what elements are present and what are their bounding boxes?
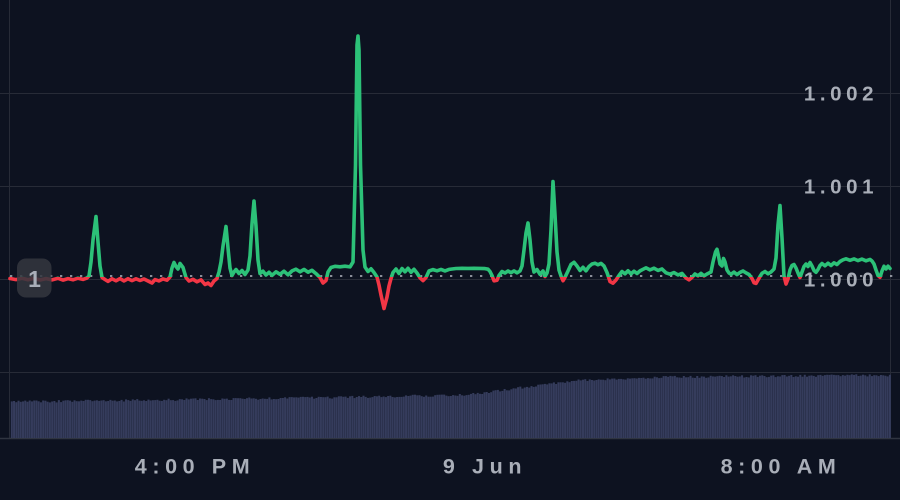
svg-text:1.000: 1.000 — [804, 269, 878, 292]
svg-text:1.002: 1.002 — [804, 83, 878, 106]
svg-text:1: 1 — [28, 266, 41, 292]
svg-text:4:00 PM: 4:00 PM — [135, 455, 255, 479]
svg-text:8:00 AM: 8:00 AM — [721, 455, 842, 479]
svg-text:1.001: 1.001 — [804, 176, 878, 199]
svg-text:9 Jun: 9 Jun — [443, 455, 527, 479]
